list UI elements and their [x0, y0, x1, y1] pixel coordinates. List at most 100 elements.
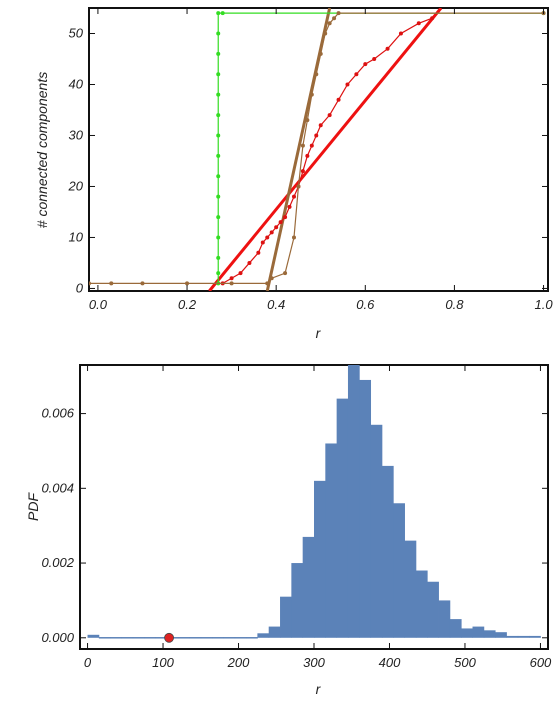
y-tick-label: 0.006	[41, 406, 74, 421]
histogram-bar	[121, 637, 134, 639]
series-2-point	[354, 72, 359, 77]
x-axis-title-bottom: r	[316, 681, 322, 697]
histogram-bar	[415, 570, 428, 638]
histogram-bar	[517, 635, 530, 638]
series-2-point	[269, 230, 274, 235]
series-2-point	[247, 260, 252, 265]
y-tick-label: 0.004	[41, 480, 74, 495]
y-tick-label: 50	[69, 25, 84, 40]
x-tick-label: 0	[84, 655, 92, 670]
series-2-point	[256, 250, 261, 255]
series-line-3	[89, 12, 544, 284]
histogram-bar	[404, 540, 417, 638]
x-tick-label: 500	[454, 655, 476, 670]
y-tick-label: 20	[68, 178, 84, 193]
series-2-point	[291, 194, 296, 199]
x-tick-label: 100	[152, 655, 174, 670]
plot-area-bottom	[87, 365, 541, 643]
x-tick-label: 0.0	[89, 297, 108, 312]
series-3-point	[305, 118, 310, 123]
histogram-bar	[291, 563, 304, 638]
histogram-bar	[257, 633, 270, 638]
x-tick-label: 200	[227, 655, 250, 670]
series-1-point	[216, 174, 221, 179]
x-tick-label: 0.6	[356, 297, 375, 312]
histogram-bar	[438, 600, 451, 638]
histogram-bar	[495, 632, 507, 638]
histogram-bar	[449, 619, 462, 638]
series-2-point	[398, 31, 403, 36]
series-1-point	[216, 255, 221, 260]
histogram-bar	[212, 637, 224, 639]
histogram-bar	[427, 581, 439, 638]
series-3-point	[309, 92, 314, 97]
x-tick-label: 0.4	[267, 297, 285, 312]
series-2-point	[278, 220, 283, 225]
series-1-point	[216, 31, 221, 36]
series-2-point	[363, 62, 368, 67]
series-3-point	[314, 72, 319, 77]
y-tick-label: 0.000	[41, 630, 74, 645]
fit-line-1	[208, 8, 443, 291]
y-axis-title-bottom: PDF	[25, 492, 41, 521]
y-tick-label: 40	[69, 76, 84, 91]
series-1-point	[220, 11, 225, 16]
series-2-point	[385, 46, 390, 51]
series-3-point	[109, 281, 114, 286]
fit-line-2	[265, 8, 332, 291]
series-2-point	[260, 240, 265, 245]
series-3-point	[89, 281, 91, 286]
components-chart: 0.0 0.2 0.4 0.6 0.8 1.0 0 10 20 30 40 50 r # connec…	[34, 7, 553, 341]
series-3-point	[336, 11, 341, 16]
histogram-bar	[155, 637, 168, 639]
histogram-bar	[246, 637, 258, 639]
series-2-point	[430, 16, 435, 21]
series-2-point	[336, 97, 341, 102]
histogram-bar	[347, 365, 360, 638]
series-3-point	[185, 281, 190, 286]
series-1-point	[216, 215, 221, 220]
series-2-point	[300, 169, 305, 174]
plot-area-top	[89, 8, 546, 291]
series-2-point	[327, 113, 332, 118]
series-3-point	[229, 281, 234, 286]
plot-frame-top	[88, 7, 549, 292]
series-1-point	[216, 271, 221, 276]
histogram-bar	[144, 637, 156, 639]
y-tick-label: 0	[76, 280, 84, 295]
histogram-bar	[189, 637, 202, 639]
pdf-chart: 0 100 200 300 400 500 6000.0000.0020.0040.006 …	[25, 364, 552, 697]
histogram-bar	[234, 637, 247, 639]
histogram-bar	[529, 635, 541, 638]
series-1-point	[216, 113, 221, 118]
histogram-bar	[110, 637, 122, 639]
histogram-bar	[314, 480, 326, 638]
series-1-point	[216, 133, 221, 138]
series-1-point	[216, 51, 221, 56]
series-2-point	[229, 276, 234, 281]
histogram-bar	[223, 637, 236, 639]
series-2-point	[283, 215, 288, 220]
x-tick-label: 600	[530, 655, 552, 670]
x-tick-label: 0.2	[178, 297, 197, 312]
highlight-point	[164, 632, 174, 643]
series-2-point	[416, 21, 421, 26]
x-axis-title-top: r	[316, 325, 322, 341]
y-axis-title-top: # connected components	[34, 72, 50, 228]
histogram-bar	[483, 630, 496, 638]
histogram-bar	[393, 503, 405, 638]
series-1-point	[216, 194, 221, 199]
y-tick-label: 0.002	[41, 555, 74, 570]
series-3-point	[265, 281, 270, 286]
histogram-bar	[132, 637, 145, 639]
series-2-point	[318, 123, 323, 128]
series-3-point	[327, 21, 332, 26]
histogram-bar	[370, 424, 383, 638]
series-2-point	[314, 133, 319, 138]
histogram-bar	[336, 398, 349, 638]
series-2-point	[372, 56, 377, 61]
series-3-point	[300, 143, 305, 148]
histogram-bar	[87, 634, 100, 638]
series-3-point	[140, 281, 145, 286]
